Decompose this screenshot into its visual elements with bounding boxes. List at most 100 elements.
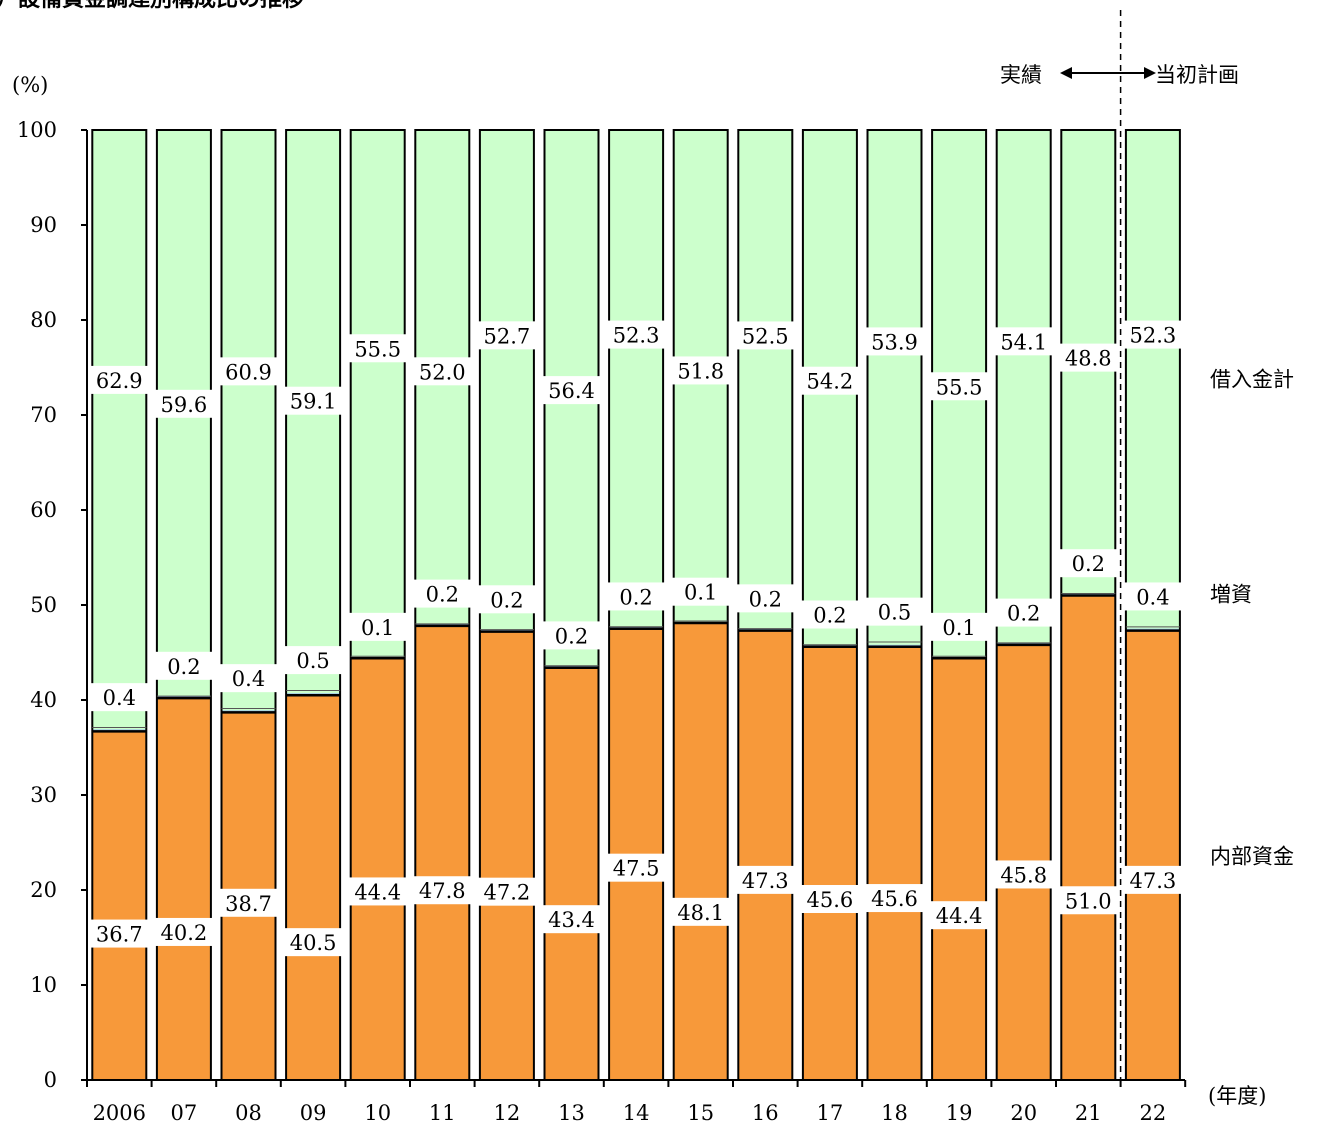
x-category-label: 12	[494, 1101, 521, 1125]
data-label-capital-increase-box	[153, 651, 214, 680]
bar-outline	[155, 129, 212, 1081]
bar-outline	[220, 129, 277, 1081]
bar-stack-19: 44.4 0.1 55.5	[929, 129, 990, 1081]
x-category-label: 16	[752, 1101, 779, 1125]
data-label-internal-funds: 44.4	[936, 904, 983, 928]
data-label-internal-funds: 47.2	[484, 881, 531, 905]
x-category-label: 17	[817, 1101, 844, 1125]
data-label-total-borrowings: 62.9	[96, 369, 143, 393]
data-label-total-borrowings-box	[347, 334, 408, 363]
data-label-total-borrowings: 60.9	[225, 360, 272, 384]
bar-internal-funds	[415, 625, 470, 1080]
data-label-internal-funds: 43.4	[548, 908, 595, 932]
bar-internal-funds	[1061, 595, 1116, 1080]
data-label-total-borrowings-box	[1122, 320, 1183, 349]
bar-internal-funds	[932, 658, 987, 1080]
bar-internal-funds	[479, 631, 534, 1080]
bar-internal-funds	[92, 731, 147, 1080]
data-label-internal-funds-box	[606, 853, 667, 882]
data-label-total-borrowings: 52.0	[419, 360, 466, 384]
actual-plan-double-arrow	[1060, 67, 1156, 79]
data-label-internal-funds: 44.4	[354, 880, 401, 904]
data-label-capital-increase-box	[1122, 582, 1183, 611]
data-label-internal-funds-box	[218, 888, 279, 917]
bar-stack-07: 40.2 0.2 59.6	[153, 129, 214, 1081]
data-label-capital-increase: 0.2	[1007, 602, 1040, 626]
bar-internal-funds	[1125, 630, 1180, 1080]
bar-stack-18: 45.6 0.5 53.9	[864, 129, 925, 1081]
data-label-total-borrowings-box	[993, 327, 1054, 356]
data-label-capital-increase: 0.2	[619, 585, 652, 609]
bar-outline	[349, 129, 406, 1081]
data-label-total-borrowings: 55.5	[354, 337, 401, 361]
bar-total-borrowings	[92, 130, 147, 730]
bar-capital-increase	[1125, 626, 1180, 631]
data-label-capital-increase: 0.2	[167, 655, 200, 679]
bar-outline	[91, 129, 148, 1081]
data-label-total-borrowings: 56.4	[548, 379, 595, 403]
data-label-total-borrowings: 51.8	[677, 359, 724, 383]
data-label-internal-funds: 51.0	[1065, 889, 1112, 913]
y-tick-label: 60	[30, 498, 57, 522]
data-label-capital-increase-box	[347, 612, 408, 641]
data-label-capital-increase-box	[541, 621, 602, 650]
data-label-capital-increase: 0.5	[296, 649, 329, 673]
data-label-internal-funds-box	[283, 928, 344, 957]
y-tick-label: 20	[30, 878, 57, 902]
x-category-label: 07	[171, 1101, 198, 1125]
data-label-total-borrowings-box	[89, 365, 150, 394]
x-category-label: 11	[429, 1101, 456, 1125]
bar-capital-increase	[221, 708, 276, 713]
data-label-capital-increase-box	[670, 577, 731, 606]
data-label-capital-increase-box	[218, 664, 279, 693]
data-label-internal-funds-box	[864, 884, 925, 913]
bar-stack-14: 47.5 0.2 52.3	[606, 129, 667, 1081]
data-label-total-borrowings-box	[541, 376, 602, 405]
bar-stack-11: 47.8 0.2 52.0	[412, 129, 473, 1081]
data-label-total-borrowings: 55.5	[936, 375, 983, 399]
data-label-capital-increase-box	[89, 683, 150, 712]
data-label-capital-increase: 0.1	[684, 581, 717, 605]
data-label-capital-increase: 0.1	[942, 616, 975, 640]
data-label-capital-increase: 0.5	[878, 601, 911, 625]
data-label-capital-increase: 0.2	[813, 604, 846, 628]
data-label-total-borrowings-box	[476, 321, 537, 350]
x-category-label: 13	[558, 1101, 585, 1125]
data-label-total-borrowings-box	[670, 356, 731, 385]
y-axis-unit-label: (%)	[12, 73, 48, 97]
bar-stack-21: 51.0 0.2 48.8	[1058, 129, 1119, 1081]
y-tick-label: 50	[30, 593, 57, 617]
data-label-total-borrowings-box	[1058, 343, 1119, 372]
data-label-total-borrowings-box	[412, 357, 473, 386]
data-label-internal-funds-box	[541, 905, 602, 934]
data-label-capital-increase-box	[412, 579, 473, 608]
legend-label-internal-funds: 内部資金	[1210, 844, 1294, 868]
bar-total-borrowings	[609, 130, 664, 627]
bar-stack-17: 45.6 0.2 54.2	[799, 129, 860, 1081]
data-label-capital-increase: 0.4	[1136, 585, 1169, 609]
data-label-total-borrowings-box	[929, 372, 990, 401]
data-label-internal-funds-box	[799, 885, 860, 914]
data-label-capital-increase-box	[929, 612, 990, 641]
bar-stack-12: 47.2 0.2 52.7	[476, 129, 537, 1081]
legend-label-total-borrowings: 借入金計	[1210, 367, 1294, 391]
x-category-label: 10	[364, 1101, 391, 1125]
data-label-capital-increase-box	[864, 597, 925, 626]
data-label-total-borrowings-box	[153, 389, 214, 418]
data-label-internal-funds: 47.3	[742, 869, 789, 893]
data-label-internal-funds: 40.5	[290, 931, 337, 955]
data-label-capital-increase: 0.4	[103, 686, 136, 710]
bar-internal-funds	[544, 667, 599, 1080]
bar-stack-15: 48.1 0.1 51.8	[670, 129, 731, 1081]
data-label-internal-funds: 48.1	[677, 901, 724, 925]
bar-outline	[931, 129, 988, 1081]
arrow-head-left	[1060, 67, 1072, 79]
bar-internal-funds	[802, 646, 857, 1080]
data-label-internal-funds-box	[476, 877, 537, 906]
bar-total-borrowings	[996, 130, 1051, 643]
data-label-internal-funds-box	[1122, 865, 1183, 894]
bar-stack-16: 47.3 0.2 52.5	[735, 129, 796, 1081]
y-tick-label: 10	[30, 973, 57, 997]
bar-stack-20: 45.8 0.2 54.1	[993, 129, 1054, 1081]
